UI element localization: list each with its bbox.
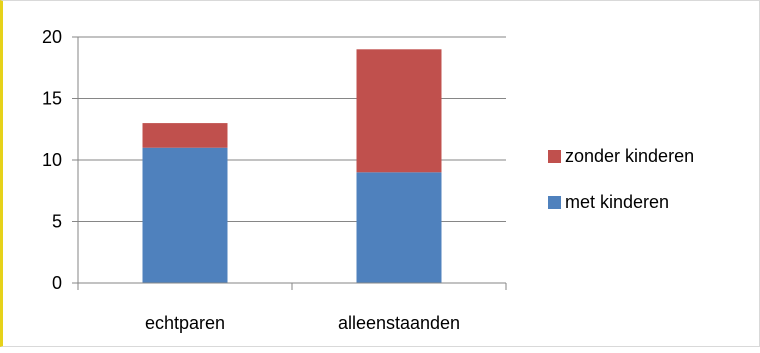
y-tick-label: 10 (42, 150, 62, 170)
x-tick-label: echtparen (145, 313, 225, 333)
y-tick-label: 15 (42, 89, 62, 109)
bars-layer (142, 49, 442, 283)
y-tick-label: 20 (42, 27, 62, 47)
axis-layer: 0 5 10 15 20 echtparen alleenstaanden (42, 27, 507, 333)
bar-met-kinderen-echtparen (142, 147, 228, 283)
stacked-bar-chart: 0 5 10 15 20 echtparen alleenstaanden zonder k… (42, 27, 694, 333)
bar-zonder-kinderen-alleenstaanden (356, 49, 442, 173)
bar-zonder-kinderen-echtparen (142, 123, 228, 148)
x-tick-label: alleenstaanden (338, 313, 460, 333)
legend-swatch-met-kinderen (548, 196, 561, 209)
y-tick-label: 0 (52, 273, 62, 293)
grid-layer (78, 36, 506, 222)
legend: zonder kinderen met kinderen (548, 146, 694, 212)
y-tick-label: 5 (52, 212, 62, 232)
legend-label-zonder-kinderen: zonder kinderen (565, 146, 694, 166)
legend-label-met-kinderen: met kinderen (565, 192, 669, 212)
bar-met-kinderen-alleenstaanden (356, 172, 442, 283)
legend-swatch-zonder-kinderen (548, 150, 561, 163)
